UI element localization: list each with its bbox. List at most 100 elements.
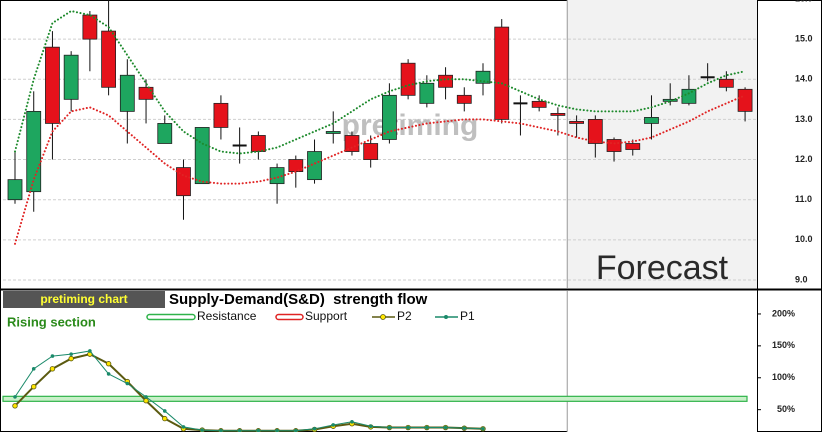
flow-point: [331, 423, 336, 427]
panel-subtitle: Rising section: [7, 314, 96, 329]
candle-body: [250, 135, 266, 152]
flow-point: [481, 427, 485, 431]
y-tick-label: 12.0: [795, 154, 813, 164]
flow-point: [69, 352, 73, 356]
flow-point: [387, 425, 392, 430]
flow-point: [31, 367, 36, 371]
candle-body: [157, 123, 173, 144]
trend-curve: [14, 94, 747, 245]
flow-point: [350, 419, 354, 424]
y-tick-label: 150%: [772, 340, 795, 350]
y-tick-label: 10.0: [795, 234, 813, 244]
candle-body: [531, 100, 547, 108]
flow-point: [425, 425, 429, 430]
flow-point: [125, 381, 130, 386]
flow-point: [12, 403, 18, 409]
y-tick-label: 50%: [777, 404, 795, 414]
candle-body: [419, 82, 435, 104]
flow-point: [406, 425, 410, 430]
candle-body: [662, 98, 678, 102]
candle-body: [119, 74, 135, 112]
flow-point: [443, 425, 448, 430]
flow-line: [14, 350, 484, 432]
candle-body: [550, 112, 566, 116]
legend-swatch: [275, 313, 304, 321]
flow-point: [49, 366, 56, 372]
candle-body: [681, 88, 697, 104]
candle-body: [176, 167, 191, 197]
flow-point: [88, 349, 92, 353]
candle-body: [363, 143, 379, 160]
candle-body: [45, 46, 60, 124]
flow-point: [162, 415, 168, 422]
resistance-band: [2, 395, 748, 402]
candle-body: [138, 86, 154, 100]
flow-point: [13, 395, 17, 399]
flow-point: [144, 395, 148, 399]
watermark: pretiming: [342, 109, 479, 142]
candle-body: [587, 119, 603, 144]
candle-body: [569, 121, 584, 124]
candle-body: [7, 179, 23, 201]
price-panel: pretiming Forecast: [3, 0, 757, 288]
candle-body: [644, 117, 659, 124]
trend-curve: [14, 9, 747, 155]
y-tick-label: 13.0: [795, 114, 813, 124]
flow-point: [294, 428, 298, 432]
candle-body: [344, 135, 360, 152]
candle-body: [307, 151, 322, 181]
legend-label: Support: [305, 309, 348, 323]
forecast-zone: [567, 291, 757, 432]
candle-body: [625, 143, 641, 150]
candle-body: [400, 62, 416, 96]
candle-body: [475, 70, 491, 84]
flow-point: [162, 409, 167, 413]
legend-swatch: [146, 313, 196, 321]
candle-body: [606, 139, 622, 152]
candle-body: [718, 78, 734, 88]
legend-label: P2: [397, 309, 412, 323]
panel-title: Supply-Demand(S&D) strength flow: [169, 291, 428, 308]
y-tick-label: 15.0: [795, 34, 813, 44]
flow-point: [256, 428, 261, 432]
flow-point: [31, 383, 37, 390]
flow-point: [181, 425, 186, 429]
y-tick-label: 200%: [772, 308, 795, 318]
candle-body: [494, 26, 510, 120]
overlay: 9.0 10.0 11.0 12.0 13.0 14.0 15.0 16.0 200% 150% 1…: [146, 0, 813, 414]
flow-point: [106, 372, 111, 376]
candle-body: [101, 30, 116, 88]
y-tick-label: 14.0: [795, 74, 813, 84]
flow-point: [368, 424, 373, 429]
candle-body: [438, 74, 453, 88]
candle-body: [456, 94, 472, 104]
y-tick-label: 16.0: [795, 0, 813, 3]
header-box: [3, 291, 165, 308]
flow-point: [105, 361, 112, 367]
candle-body: [82, 14, 98, 40]
flow-point: [462, 426, 467, 430]
flow-point: [143, 398, 149, 404]
flow-point: [219, 428, 223, 432]
candle-body: [381, 94, 397, 140]
y-tick-label: 11.0: [795, 194, 812, 204]
flow-point: [50, 354, 55, 358]
candle-body: [194, 127, 210, 185]
y-tick-label: 9.0: [795, 274, 808, 284]
flow-point: [200, 428, 205, 432]
flow-point: [68, 355, 74, 362]
legend-swatch: [443, 314, 448, 319]
candle-body: [26, 110, 42, 193]
candle-body: [325, 131, 341, 134]
flow-point: [237, 428, 242, 432]
legend-swatch: [380, 314, 386, 320]
flow-point: [312, 427, 317, 431]
forecast-label: Forecast: [596, 249, 729, 287]
flow-panel: [2, 291, 757, 432]
legend-label: P1: [460, 309, 475, 323]
header-label: pretiming chart: [40, 292, 127, 306]
legend-label: Resistance: [197, 309, 257, 323]
flow-point: [275, 428, 279, 432]
candle-body: [288, 159, 304, 172]
